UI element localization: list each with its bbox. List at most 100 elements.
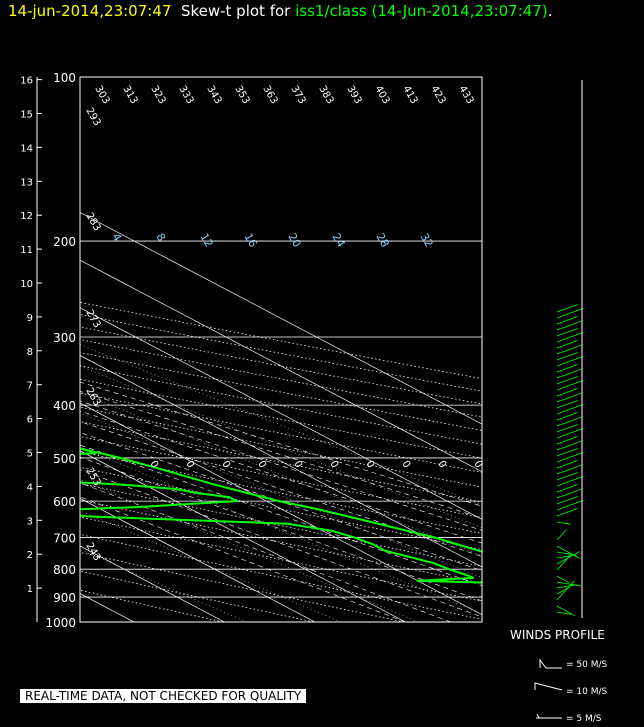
mixing-ratio-label: 20 bbox=[285, 231, 303, 250]
dry-adiabat bbox=[80, 352, 482, 431]
dry-adiabat bbox=[80, 339, 482, 418]
wind-barb bbox=[556, 554, 571, 571]
moist-adiabat bbox=[80, 432, 482, 571]
wind-barb bbox=[556, 605, 575, 616]
dry-adiabat bbox=[80, 365, 482, 445]
height-tick-label: 8 bbox=[27, 347, 33, 358]
wind-barb bbox=[556, 316, 578, 325]
height-tick-label: 16 bbox=[20, 76, 33, 87]
dry-adiabat bbox=[80, 436, 482, 519]
mixing-ratio-label: 0 bbox=[435, 459, 448, 470]
theta-label: 293 bbox=[83, 106, 102, 128]
mixing-ratio-label: 0 bbox=[147, 459, 160, 470]
theta-label: 393 bbox=[344, 84, 363, 106]
theta-label: 303 bbox=[92, 84, 111, 106]
dry-adiabat bbox=[80, 421, 482, 503]
wind-barbs bbox=[556, 304, 584, 616]
moist-adiabat bbox=[80, 421, 482, 557]
theta-label: 273 bbox=[83, 308, 102, 330]
plot-frame bbox=[79, 76, 483, 623]
height-tick-label: 12 bbox=[20, 211, 33, 222]
theta-label: 383 bbox=[316, 84, 335, 106]
height-tick-label: 6 bbox=[27, 415, 33, 426]
pressure-tick-label: 400 bbox=[53, 399, 76, 413]
temperature-trace bbox=[80, 447, 482, 553]
wind-barb bbox=[556, 555, 571, 559]
isotherm-line bbox=[80, 497, 316, 622]
mixing-ratio-label: 12 bbox=[197, 231, 215, 250]
dry-adiabat bbox=[80, 551, 405, 622]
wind-barb bbox=[556, 416, 584, 427]
wind-barb bbox=[556, 388, 578, 397]
wind-barb bbox=[556, 352, 578, 361]
mixing-ratio-label: 0 bbox=[219, 459, 232, 470]
mixing-ratio-label: 32 bbox=[417, 231, 435, 250]
mixing-ratio-line bbox=[80, 344, 482, 506]
title-date: 14-jun-2014,23:07:47 bbox=[8, 2, 172, 20]
theta-label: 283 bbox=[83, 211, 102, 233]
wind-legend-50: = 50 M/S bbox=[566, 660, 608, 670]
wind-legend-5: = 5 M/S bbox=[566, 714, 602, 724]
height-tick-label: 2 bbox=[27, 550, 33, 561]
title-period: . bbox=[547, 2, 553, 20]
height-tick-label: 13 bbox=[20, 177, 33, 188]
mixing-ratio-line bbox=[80, 510, 342, 622]
wind-barb bbox=[556, 484, 578, 493]
moist-adiabat bbox=[80, 482, 451, 622]
chart-title: 14-jun-2014,23:07:47 Skew-t plot for iss… bbox=[8, 2, 553, 20]
wind-barb bbox=[556, 476, 584, 487]
wind-barb bbox=[556, 584, 577, 589]
theta-label: 323 bbox=[148, 84, 167, 106]
wind-barb bbox=[556, 452, 584, 463]
height-tick-label: 14 bbox=[20, 143, 33, 154]
isotherm-line bbox=[80, 545, 225, 622]
winds-profile-label: WINDS PROFILE bbox=[510, 628, 605, 642]
mixing-ratio-line bbox=[80, 412, 482, 579]
wind-barb bbox=[556, 460, 578, 469]
pressure-tick-label: 500 bbox=[53, 452, 76, 466]
dry-adiabat bbox=[80, 302, 482, 380]
moist-adiabat bbox=[80, 444, 482, 586]
pressure-tick-label: 700 bbox=[53, 532, 76, 546]
wind-barb bbox=[556, 404, 584, 415]
height-tick-label: 9 bbox=[27, 313, 33, 324]
wind-barb bbox=[556, 392, 584, 403]
wind-barb bbox=[556, 436, 578, 445]
moist-adiabat bbox=[80, 410, 482, 544]
wind-barb bbox=[556, 581, 583, 587]
mixing-ratio-label: 4 bbox=[109, 231, 124, 244]
wind-barb bbox=[556, 440, 584, 451]
dry-adiabat bbox=[80, 516, 482, 602]
dry-adiabat bbox=[80, 466, 482, 551]
height-tick-label: 15 bbox=[20, 110, 33, 121]
height-tick-label: 11 bbox=[20, 245, 33, 256]
moist-adiabat bbox=[80, 400, 482, 531]
wind-barb bbox=[556, 400, 578, 409]
wind-legend-glyph bbox=[534, 682, 563, 691]
pressure-tick-label: 900 bbox=[53, 591, 76, 605]
wind-barb bbox=[556, 412, 578, 421]
wind-barb bbox=[556, 508, 578, 517]
theta-label: 423 bbox=[428, 84, 447, 106]
wind-barb bbox=[556, 428, 584, 439]
dry-adiabat bbox=[80, 533, 482, 620]
dry-adiabat bbox=[80, 570, 314, 622]
height-tick-label: 10 bbox=[20, 279, 33, 290]
quality-disclaimer: REAL-TIME DATA, NOT CHECKED FOR QUALITY bbox=[20, 689, 307, 703]
mixing-ratio-line bbox=[80, 479, 419, 622]
wind-legend-10: = 10 M/S bbox=[566, 687, 608, 697]
moist-adiabat bbox=[80, 381, 482, 507]
height-tick-label: 3 bbox=[27, 516, 33, 527]
pressure-tick-label: 1000 bbox=[45, 616, 76, 630]
mixing-ratio-label: 0 bbox=[363, 459, 376, 470]
pressure-tick-label: 600 bbox=[53, 495, 76, 509]
wind-barb bbox=[556, 344, 584, 355]
wind-barb bbox=[556, 464, 584, 475]
height-tick-label: 7 bbox=[27, 381, 33, 392]
dry-adiabat bbox=[80, 392, 482, 473]
mixing-ratio-label: 0 bbox=[399, 459, 412, 470]
moist-adiabat bbox=[80, 390, 482, 519]
wind-barb bbox=[556, 545, 580, 559]
mixing-ratio-label: 28 bbox=[373, 231, 391, 250]
